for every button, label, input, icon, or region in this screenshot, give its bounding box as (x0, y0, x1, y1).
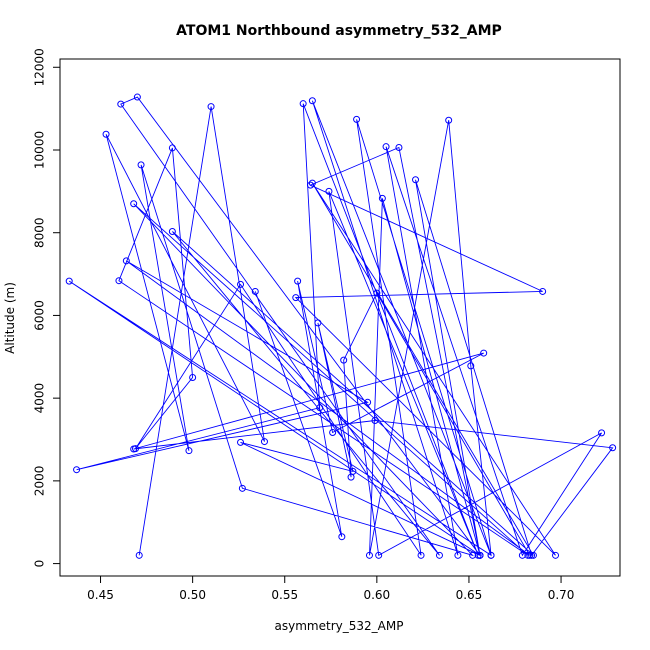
data-point (260, 438, 268, 446)
data-point (185, 447, 193, 455)
x-axis-label: asymmetry_532_AMP (275, 619, 404, 633)
data-point (445, 116, 453, 124)
y-tick-label: 4000 (33, 383, 47, 414)
data-point (238, 484, 246, 492)
data-point (412, 176, 420, 184)
data-point (373, 289, 381, 297)
data-point (307, 181, 315, 189)
data-point (292, 294, 300, 302)
chart-title: ATOM1 Northbound asymmetry_532_AMP (176, 23, 502, 39)
data-point (135, 551, 143, 559)
y-tick-label: 2000 (33, 466, 47, 497)
data-point (299, 100, 307, 108)
data-point (529, 551, 537, 559)
data-point (375, 551, 383, 559)
data-point (189, 373, 197, 381)
data-point (130, 445, 138, 453)
data-point (480, 349, 488, 357)
data-point (207, 103, 215, 111)
series-line (68, 96, 614, 557)
data-point (73, 466, 81, 474)
x-tick-label: 0.65 (456, 588, 483, 602)
data-point (395, 144, 403, 152)
data-point (371, 416, 379, 424)
x-tick-label: 0.45 (87, 588, 114, 602)
data-point (338, 533, 346, 541)
y-tick-label: 10000 (33, 131, 47, 169)
x-tick-label: 0.55 (271, 588, 298, 602)
data-point (168, 227, 176, 235)
data-point (526, 551, 534, 559)
data-point (487, 551, 495, 559)
data-point (365, 551, 373, 559)
y-axis-label: Altitude (m) (3, 282, 17, 354)
data-point (417, 551, 425, 559)
data-point (115, 277, 123, 285)
data-point (168, 144, 176, 152)
data-point (382, 143, 390, 151)
data-point (130, 200, 138, 208)
data-point (528, 551, 536, 559)
data-point (435, 551, 443, 559)
x-tick-label: 0.50 (179, 588, 206, 602)
data-point (308, 97, 316, 105)
data-point (102, 130, 110, 138)
data-point (539, 287, 547, 295)
data-point (314, 319, 322, 327)
data-point (518, 551, 526, 559)
x-tick-label: 0.70 (548, 588, 575, 602)
data-point (329, 428, 337, 436)
data-point (340, 356, 348, 364)
data-point (349, 467, 357, 475)
y-tick-label: 6000 (33, 300, 47, 331)
data-point (133, 93, 141, 101)
data-point (65, 277, 73, 285)
data-point (237, 280, 245, 288)
data-point (294, 277, 302, 285)
y-tick-label: 12000 (33, 48, 47, 86)
data-point (476, 551, 484, 559)
data-point (609, 444, 617, 452)
data-point (251, 287, 259, 295)
data-point (122, 257, 130, 265)
data-point (467, 362, 475, 370)
data-point (598, 429, 606, 437)
data-point (308, 179, 316, 187)
x-axis: 0.45 0.50 0.55 0.60 0.65 0.70 (87, 575, 575, 602)
data-point (316, 404, 324, 412)
y-tick-label: 0 (33, 560, 47, 568)
series-layer (65, 93, 617, 559)
x-tick-label: 0.60 (363, 588, 390, 602)
data-point (378, 194, 386, 202)
data-point (117, 100, 125, 108)
data-point (454, 551, 462, 559)
data-point (353, 115, 361, 123)
y-tick-label: 8000 (33, 217, 47, 248)
data-point (137, 161, 145, 169)
data-point (364, 398, 372, 406)
y-axis: 0 2000 4000 6000 8000 10000 12000 (33, 48, 61, 567)
data-point (474, 551, 482, 559)
data-point (325, 187, 333, 195)
data-point (552, 551, 560, 559)
data-point (237, 438, 245, 446)
